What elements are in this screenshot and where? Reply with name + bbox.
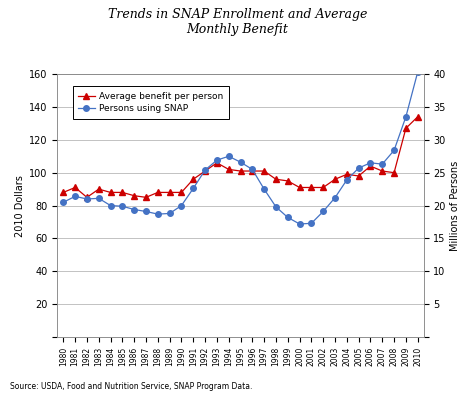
Legend: Average benefit per person, Persons using SNAP: Average benefit per person, Persons usin… <box>73 86 229 119</box>
Y-axis label: Millions of Persons: Millions of Persons <box>450 160 460 251</box>
Text: Trends in SNAP Enrollment and Average
Monthly Benefit: Trends in SNAP Enrollment and Average Mo… <box>108 8 367 36</box>
Text: Source: USDA, Food and Nutrition Service, SNAP Program Data.: Source: USDA, Food and Nutrition Service… <box>10 382 252 391</box>
Y-axis label: 2010 Dollars: 2010 Dollars <box>15 174 25 237</box>
